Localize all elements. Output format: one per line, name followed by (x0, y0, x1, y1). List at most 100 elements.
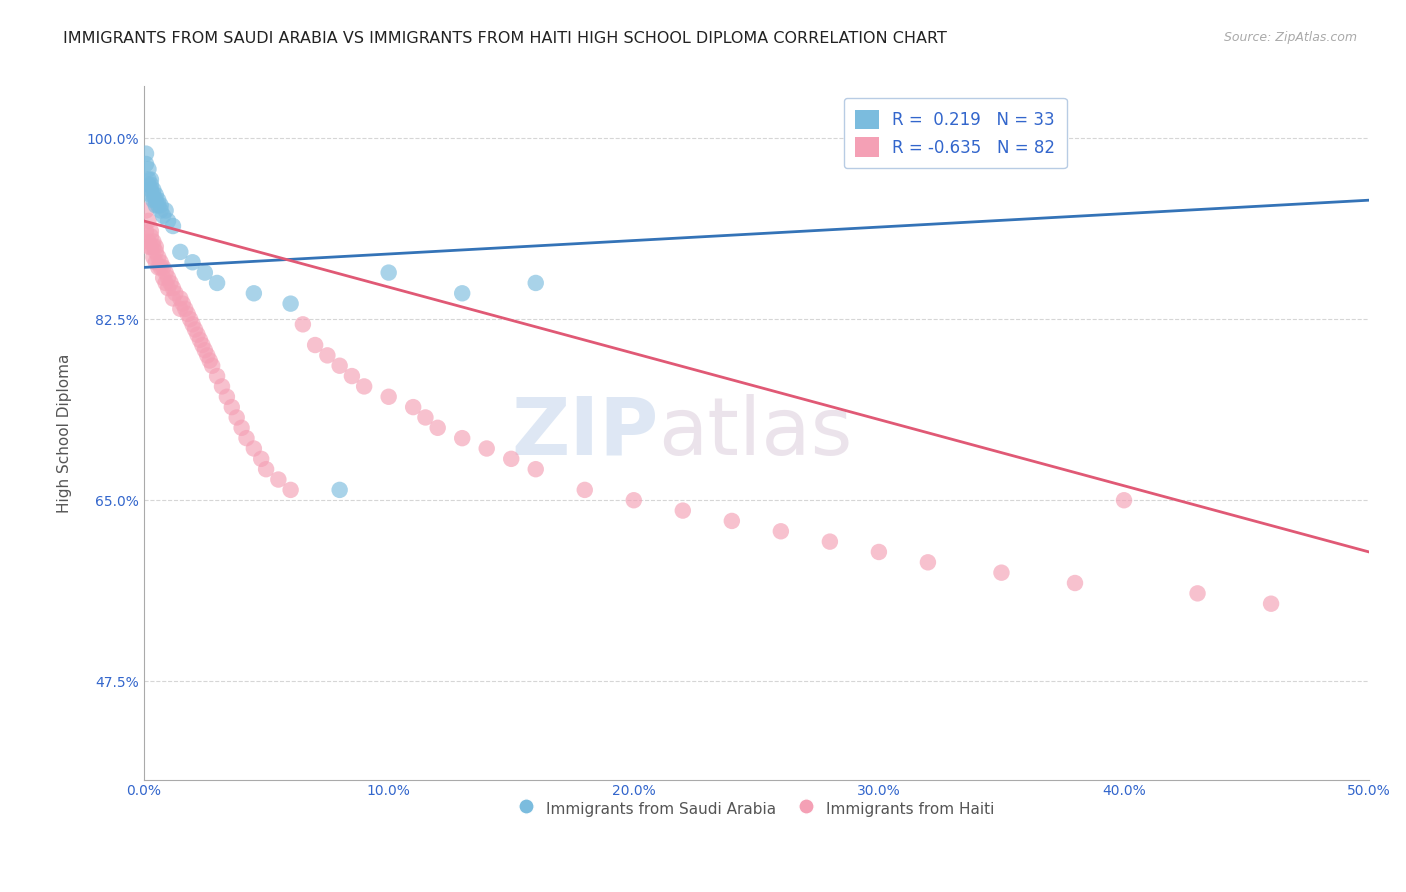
Point (162, 292, 184, 306)
Point (162, 281, 184, 295)
Point (157, 214, 180, 228)
Point (176, 307, 198, 321)
Y-axis label: High School Diploma: High School Diploma (58, 353, 72, 513)
Point (149, 198, 172, 212)
Point (152, 260, 174, 275)
Point (721, 514, 744, 528)
Point (1112, 493, 1135, 508)
Point (194, 343, 217, 358)
Point (231, 421, 253, 435)
Point (195, 348, 218, 362)
Point (868, 545, 890, 559)
Point (377, 390, 399, 404)
Point (179, 312, 201, 326)
Point (291, 318, 314, 332)
Point (377, 266, 399, 280)
Point (188, 333, 211, 347)
Point (148, 193, 170, 207)
Point (221, 400, 243, 414)
Point (172, 296, 194, 310)
Point (243, 286, 266, 301)
Point (329, 483, 352, 497)
Point (148, 198, 170, 212)
Point (139, 240, 162, 254)
Point (353, 379, 375, 393)
Point (138, 235, 160, 249)
Point (769, 524, 792, 539)
Point (205, 369, 228, 384)
Point (142, 250, 165, 264)
Point (135, 146, 157, 161)
Point (157, 270, 180, 285)
Point (145, 240, 167, 254)
Point (191, 338, 214, 352)
Point (138, 172, 160, 186)
Point (243, 442, 266, 456)
Point (524, 462, 547, 476)
Point (198, 353, 221, 368)
Point (215, 390, 238, 404)
Point (475, 442, 498, 456)
Point (917, 555, 939, 569)
Point (194, 266, 217, 280)
Point (157, 281, 180, 295)
Point (402, 400, 425, 414)
Text: Source: ZipAtlas.com: Source: ZipAtlas.com (1223, 31, 1357, 45)
Point (316, 348, 339, 362)
Point (1187, 586, 1209, 600)
Point (181, 318, 204, 332)
Point (135, 203, 157, 218)
Point (1260, 597, 1282, 611)
Point (139, 229, 162, 244)
Point (159, 276, 181, 290)
Point (149, 203, 172, 218)
Point (340, 369, 363, 384)
Point (142, 183, 165, 197)
Point (145, 188, 167, 202)
Point (574, 483, 596, 497)
Point (990, 566, 1012, 580)
Point (149, 255, 172, 269)
Point (139, 178, 162, 192)
Point (201, 359, 224, 373)
Point (139, 188, 162, 202)
Point (152, 270, 174, 285)
Point (138, 178, 160, 192)
Point (205, 276, 228, 290)
Point (139, 224, 162, 238)
Point (135, 224, 157, 238)
Point (254, 462, 277, 476)
Point (145, 244, 167, 259)
Point (181, 255, 204, 269)
Point (138, 162, 160, 177)
Point (169, 301, 191, 316)
Text: ZIP: ZIP (510, 394, 658, 472)
Point (280, 483, 302, 497)
Point (139, 183, 162, 197)
Point (304, 338, 326, 352)
Point (524, 276, 547, 290)
Point (142, 193, 165, 207)
Point (451, 286, 474, 301)
Point (184, 322, 207, 336)
Point (329, 359, 352, 373)
Point (225, 410, 247, 425)
Point (135, 157, 157, 171)
Point (145, 198, 167, 212)
Point (267, 473, 290, 487)
Point (235, 431, 257, 445)
Point (142, 240, 165, 254)
Point (250, 451, 273, 466)
Point (142, 235, 165, 249)
Point (139, 172, 162, 186)
Point (155, 276, 177, 290)
Point (162, 219, 184, 233)
Legend: Immigrants from Saudi Arabia, Immigrants from Haiti: Immigrants from Saudi Arabia, Immigrants… (512, 793, 1001, 824)
Point (174, 301, 197, 316)
Point (155, 203, 177, 218)
Point (145, 255, 167, 269)
Point (155, 266, 177, 280)
Point (415, 410, 437, 425)
Point (169, 292, 191, 306)
Point (451, 431, 474, 445)
